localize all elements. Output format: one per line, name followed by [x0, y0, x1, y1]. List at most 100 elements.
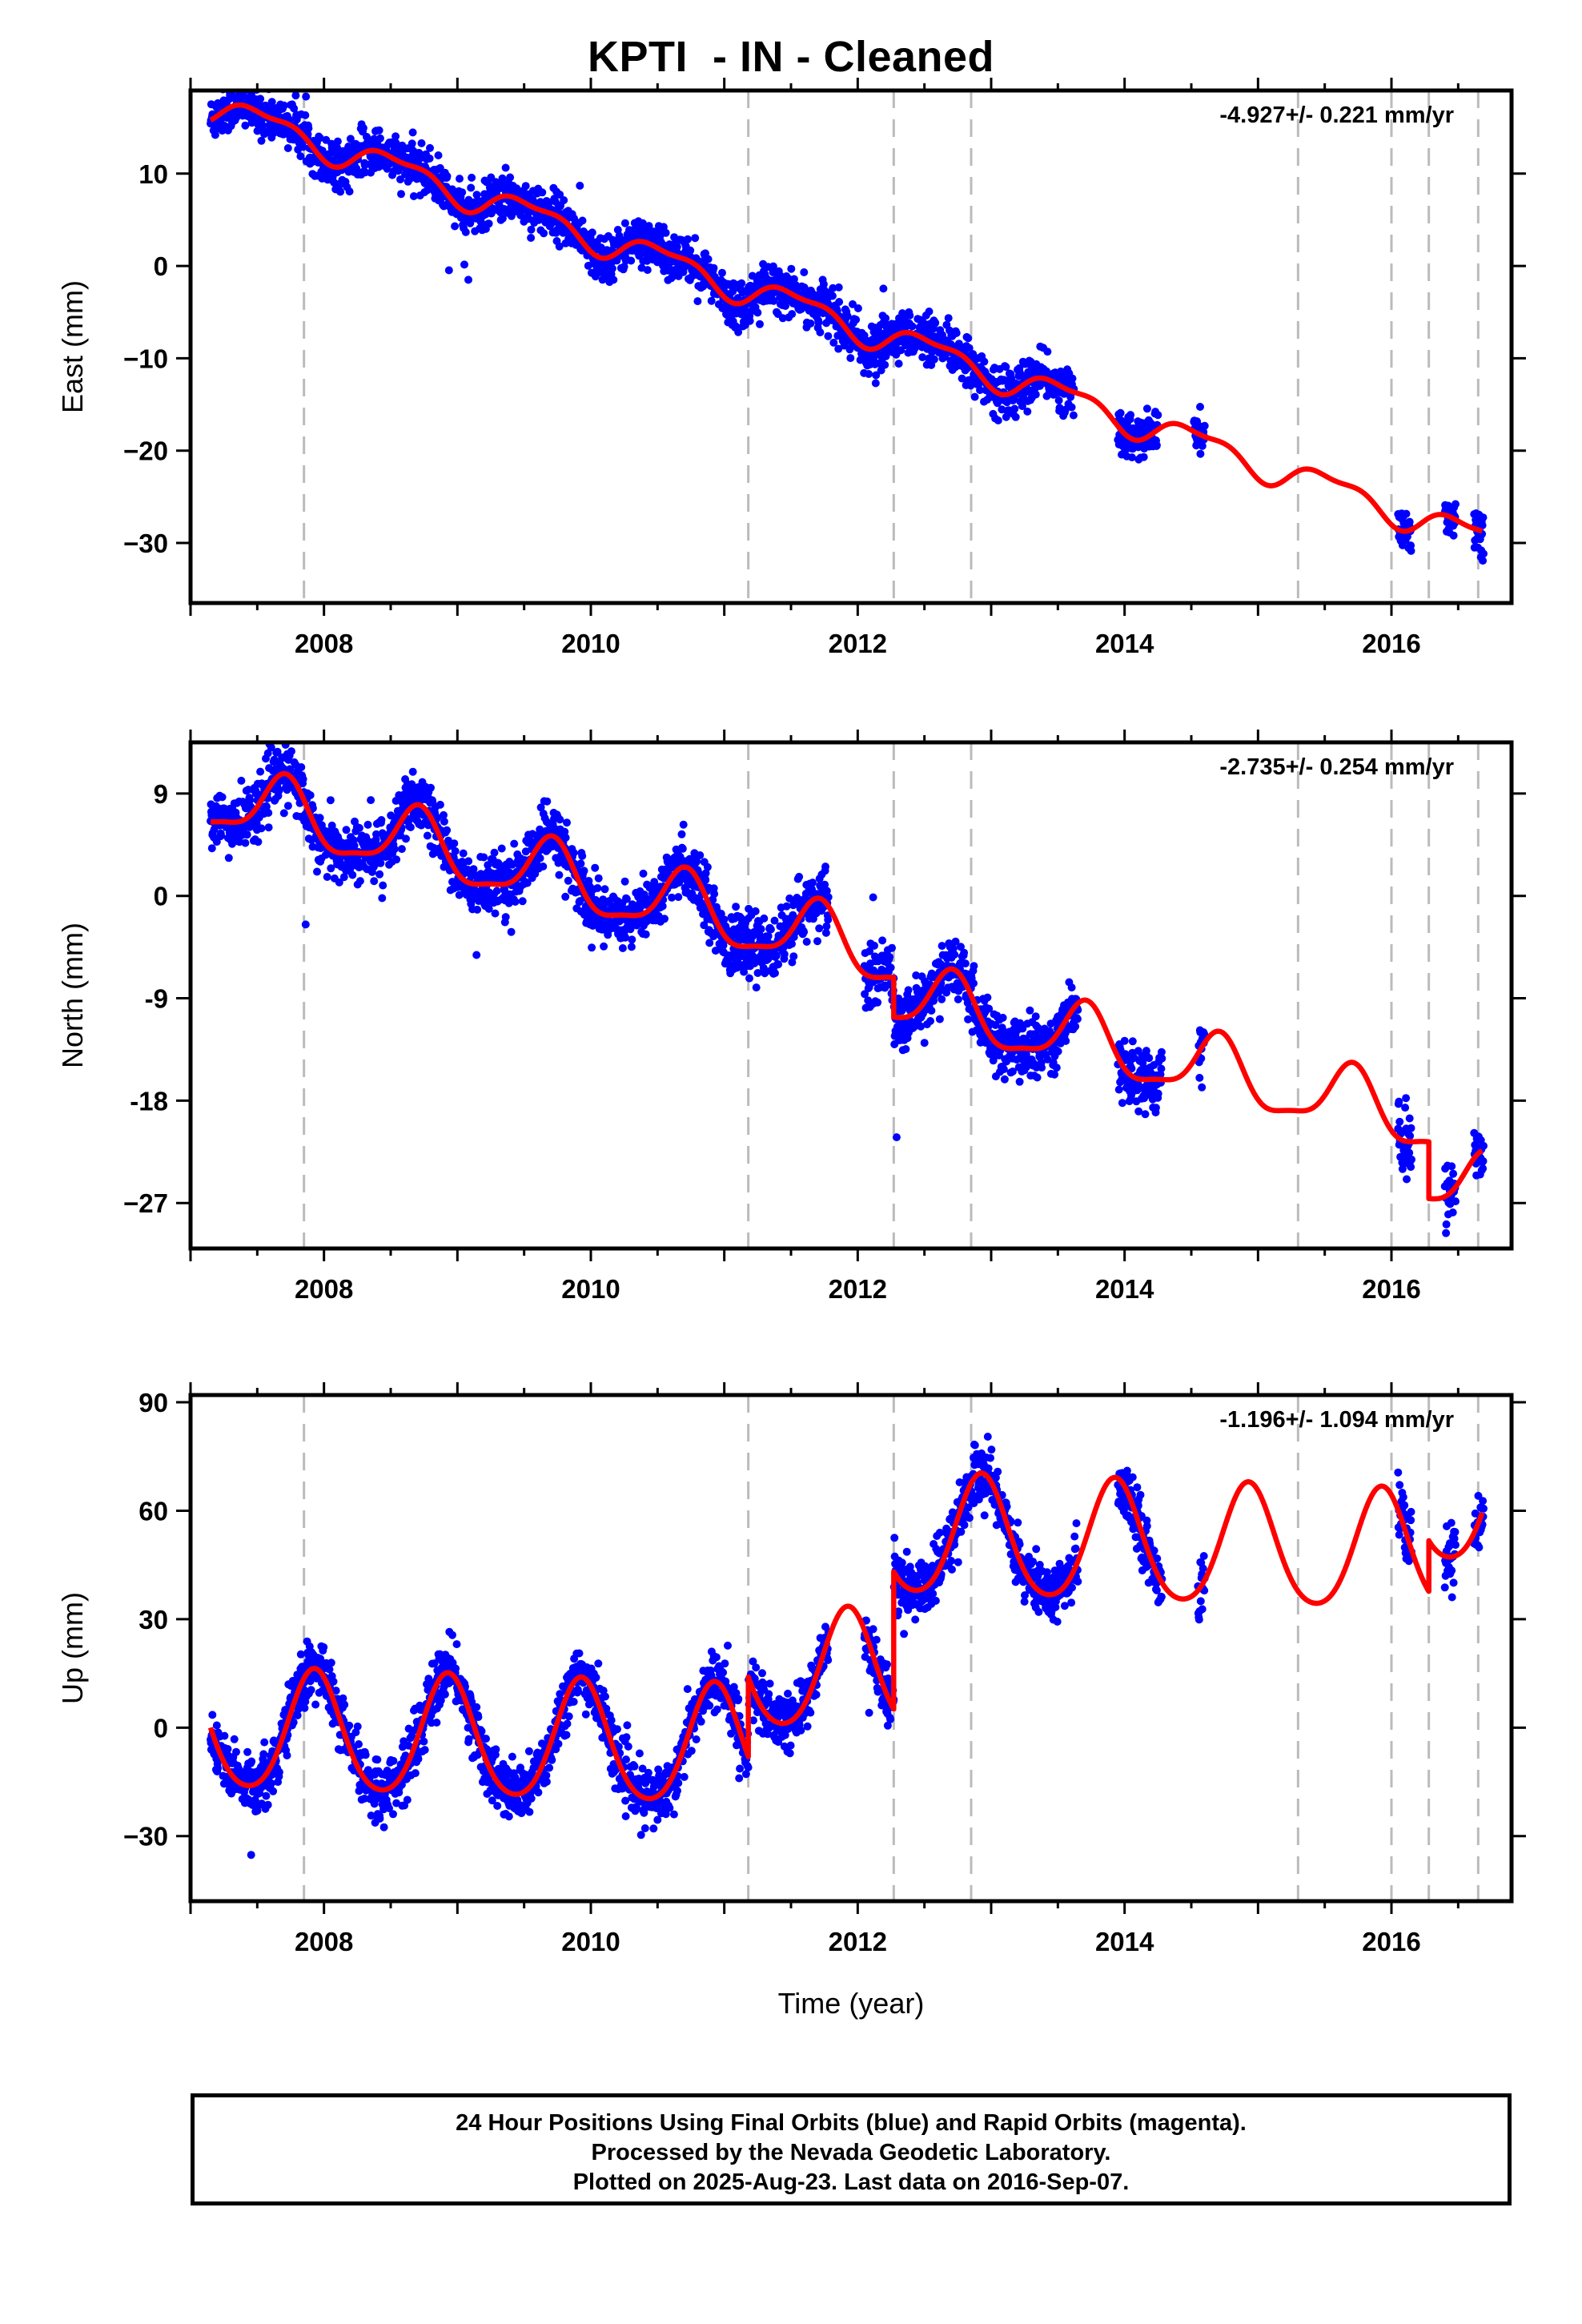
east-point	[315, 134, 324, 143]
east-point	[408, 139, 416, 148]
east-point	[1139, 452, 1148, 461]
north-point	[316, 844, 325, 853]
east-point	[283, 144, 292, 152]
north-point	[591, 863, 600, 872]
east-point	[259, 121, 267, 130]
east-rate-label: -4.927+/- 0.221 mm/yr	[1219, 103, 1454, 128]
east-point	[673, 243, 681, 251]
east-point	[964, 334, 973, 343]
east-point	[417, 139, 426, 147]
east-point	[498, 214, 507, 223]
east-point	[753, 308, 762, 317]
east-point	[211, 131, 219, 139]
north-point	[999, 1065, 1008, 1074]
east-point	[408, 128, 417, 137]
east-point	[756, 320, 764, 328]
east-point	[1068, 374, 1077, 383]
east-point	[397, 190, 405, 199]
east-point	[1452, 500, 1460, 509]
north-point	[279, 727, 287, 735]
north-point	[326, 796, 335, 805]
north-point	[355, 823, 363, 832]
north-point	[970, 962, 978, 971]
north-point	[256, 767, 265, 776]
north-point	[594, 874, 603, 883]
east-point	[627, 256, 636, 265]
north-point	[246, 796, 255, 805]
east-point	[952, 328, 961, 337]
east-point	[468, 173, 476, 182]
north-point	[710, 890, 719, 899]
east-point	[843, 312, 852, 320]
north-point	[1145, 1054, 1154, 1063]
north-point	[563, 818, 571, 827]
north-point	[1031, 1012, 1040, 1021]
east-point	[1018, 402, 1026, 411]
east-point	[788, 310, 797, 319]
east-point	[835, 298, 844, 306]
north-point	[677, 830, 686, 838]
east-point	[994, 416, 1002, 424]
east-point	[778, 314, 787, 323]
north-point	[961, 959, 970, 968]
north-point	[339, 873, 348, 882]
east-xtick-label: 2016	[1362, 629, 1420, 658]
east-point	[576, 181, 584, 190]
north-point	[377, 816, 386, 824]
east-point	[881, 314, 890, 323]
east-point	[444, 266, 453, 275]
north-point	[620, 877, 629, 886]
north-point	[286, 765, 295, 774]
east-point	[290, 104, 299, 113]
north-point	[451, 846, 460, 855]
east-point	[1198, 441, 1207, 450]
east-point	[588, 228, 596, 237]
east-ytick-label: 10	[139, 159, 168, 189]
north-point	[501, 913, 510, 922]
east-point	[684, 235, 692, 243]
chart-title: KPTI - IN - Cleaned	[587, 33, 995, 81]
east-point	[1002, 363, 1010, 372]
east-point	[853, 304, 862, 312]
east-point	[426, 143, 434, 152]
east-point	[745, 316, 754, 325]
north-point	[800, 927, 809, 936]
north-point	[641, 930, 650, 939]
east-xtick-label: 2010	[561, 629, 620, 658]
north-point	[378, 894, 387, 903]
north-point	[1052, 1063, 1061, 1072]
east-ylabel: East (mm)	[56, 280, 89, 413]
north-point	[869, 893, 877, 902]
north-point	[335, 878, 343, 887]
north-point	[745, 974, 753, 983]
north-point	[815, 924, 824, 933]
north-point	[720, 915, 729, 924]
north-point	[954, 995, 962, 1003]
east-point	[1196, 403, 1204, 411]
north-point	[459, 849, 468, 858]
east-point	[1126, 411, 1135, 420]
east-point	[1478, 521, 1487, 529]
east-point	[1116, 408, 1125, 417]
east-point	[965, 344, 974, 352]
east-point	[846, 354, 855, 363]
east-point	[241, 121, 250, 130]
east-point	[360, 161, 369, 170]
east-point	[644, 222, 653, 231]
north-point	[1038, 1063, 1046, 1072]
north-point	[576, 859, 585, 868]
east-point	[980, 357, 989, 366]
north-point	[342, 826, 351, 834]
north-point	[1073, 1015, 1082, 1023]
north-point	[813, 937, 821, 946]
east-point	[598, 275, 607, 284]
north-point	[873, 998, 882, 1007]
north-point	[938, 942, 946, 951]
north-point	[1120, 1036, 1129, 1045]
north-point	[789, 952, 798, 961]
north-point	[639, 869, 648, 878]
east-point	[1043, 348, 1052, 356]
north-point	[892, 1133, 901, 1142]
east-point	[425, 154, 434, 163]
